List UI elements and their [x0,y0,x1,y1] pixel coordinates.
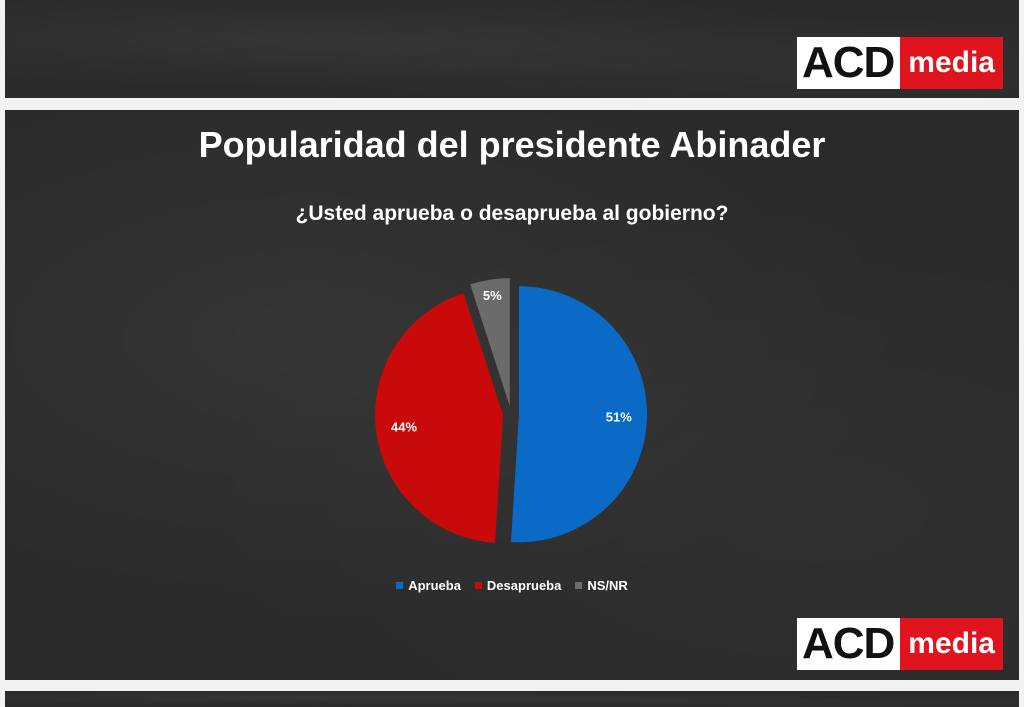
data-label-desaprueba: 44% [391,420,417,435]
data-label-nsnr: 5% [483,288,502,303]
logo-acd-text: ACD [796,618,901,670]
acd-media-logo-bottom: ACD media [796,618,1003,670]
pie-slice-desaprueba [375,293,504,543]
footer-panel [5,691,1019,707]
acd-media-logo: ACD media [796,37,1003,89]
legend-item-nsnr: NS/NR [575,578,628,593]
legend-label-aprueba: Aprueba [408,578,461,593]
legend-swatch-desaprueba [474,582,482,589]
legend-label-desaprueba: Desaprueba [486,578,562,593]
data-label-aprueba: 51% [606,409,632,424]
chart-subtitle: ¿Usted aprueba o desaprueba al gobierno? [295,202,729,225]
pie-chart: 51% 44% 5% [375,278,647,543]
legend-swatch-aprueba [396,582,404,589]
logo-acd-text: ACD [796,37,901,89]
legend-item-aprueba: Aprueba [396,578,461,593]
logo-media-text: media [900,618,1003,670]
chart-title: Popularidad del presidente Abinader [198,124,826,165]
pie-slice-aprueba [510,286,647,543]
logo-media-text: media [900,37,1003,89]
legend-item-desaprueba: Desaprueba [474,578,562,593]
pie-slice-nsnr [470,278,510,407]
legend-label-nsnr: NS/NR [587,578,628,593]
chart-panel: Popularidad del presidente Abinader ¿Ust… [5,110,1019,680]
header-panel: ACD media [5,0,1019,98]
legend-swatch-nsnr [575,582,583,589]
chart-legend: Aprueba Desaprueba NS/NR [5,578,1019,593]
